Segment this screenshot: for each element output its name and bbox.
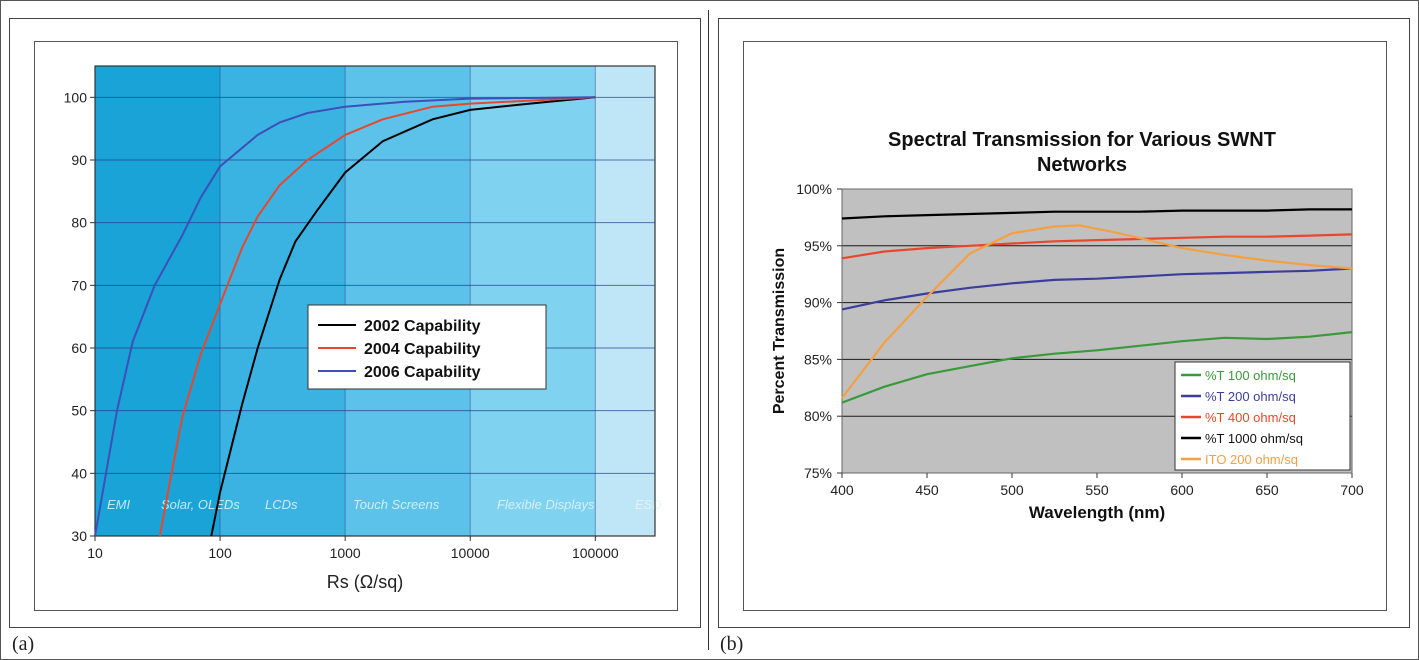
chart-title-line: Spectral Transmission for Various SWNT [888,129,1276,151]
chart-title-line: Networks [1037,154,1127,176]
y-tick-label: 50 [71,403,87,419]
band-label-lcds: LCDs [265,497,298,512]
y-tick-label: 85% [804,351,832,367]
series-line-ito-200-ohm-sq [841,224,1353,399]
caption-a: (a) [12,633,35,655]
y-tick-label: 90 [71,152,87,168]
y-tick-label: 80% [804,408,832,424]
y-tick-label: 40 [71,465,87,481]
x-tick-label: 100 [208,545,232,561]
series-line-t-1000-ohm-sq [841,208,1352,220]
caption-b: (b) [720,633,744,655]
chart-a: EMI Solar, OLEDs LCDs Touch Screens Flexible… [64,65,662,592]
y-tick-label: 60 [71,340,87,356]
panel-a-inner: EMI Solar, OLEDs LCDs Touch Screens Flexible… [34,41,678,611]
series-line-2004-capability [158,96,596,537]
y-axis-label: Percent Transmission [771,248,788,414]
x-tick-label: 1000 [330,545,361,561]
series-line-t-100-ohm-sq [841,331,1353,404]
series-line-2006-capability [94,96,596,537]
band-lcds [220,66,346,536]
chart-b: Spectral Transmission for Various SWNT Ne… [771,129,1364,522]
x-tick-label: 450 [915,482,939,498]
legend-label-2002-capability: 2002 Capability [364,318,481,335]
band-touch-screens [345,66,471,536]
y-tick-label: 90% [804,295,832,311]
x-tick-label: 400 [830,482,854,498]
band-label-emi: EMI [107,497,131,512]
x-tick-label: 10000 [451,545,490,561]
series-line-2002-capability [210,96,596,537]
x-tick-label: 10 [87,545,103,561]
x-tick-label: 650 [1255,482,1279,498]
band-label-esd: ESD [635,497,662,512]
y-tick-label: 30 [71,528,87,544]
band-label-flexible-displays: Flexible Displays [497,497,595,512]
x-tick-label: 700 [1340,482,1364,498]
panel-divider [708,10,709,650]
band-label-solar-oleds: Solar, OLEDs [161,497,240,512]
legend-label-t-100-ohm-sq: %T 100 ohm/sq [1205,368,1296,383]
x-tick-label: 100000 [572,545,619,561]
x-tick-label: 600 [1170,482,1194,498]
legend-label-t-1000-ohm-sq: %T 1000 ohm/sq [1205,431,1303,446]
y-tick-label: 100% [796,181,832,197]
x-tick-label: 550 [1085,482,1109,498]
legend-box [1174,361,1351,471]
x-axis-label: Rs (Ω/sq) [327,572,403,592]
legend-label-t-400-ohm-sq: %T 400 ohm/sq [1205,410,1296,425]
y-tick-label: 70 [71,277,87,293]
legend-label-2004-capability: 2004 Capability [364,341,481,358]
band-flexible-displays [470,66,596,536]
legend-label-t-200-ohm-sq: %T 200 ohm/sq [1205,389,1296,404]
panel-a: EMI Solar, OLEDs LCDs Touch Screens Flexible… [9,18,701,628]
panel-b-inner: Spectral Transmission for Various SWNT Ne… [743,41,1387,611]
panel-b: Spectral Transmission for Various SWNT Ne… [718,18,1410,628]
x-tick-label: 500 [1000,482,1024,498]
legend-label-2006-capability: 2006 Capability [364,364,481,381]
legend-label-ito-200-ohm-sq: ITO 200 ohm/sq [1205,452,1298,467]
x-axis-label: Wavelength (nm) [1029,503,1165,522]
band-esd [595,66,655,536]
band-emi [95,66,221,536]
y-tick-label: 80 [71,215,87,231]
series-line-t-200-ohm-sq [841,267,1353,311]
y-tick-label: 100 [64,89,88,105]
y-tick-label: 75% [804,465,832,481]
series-line-t-400-ohm-sq [841,233,1353,260]
y-tick-label: 95% [804,238,832,254]
band-label-touch-screens: Touch Screens [353,497,440,512]
plot-frame [94,65,656,537]
